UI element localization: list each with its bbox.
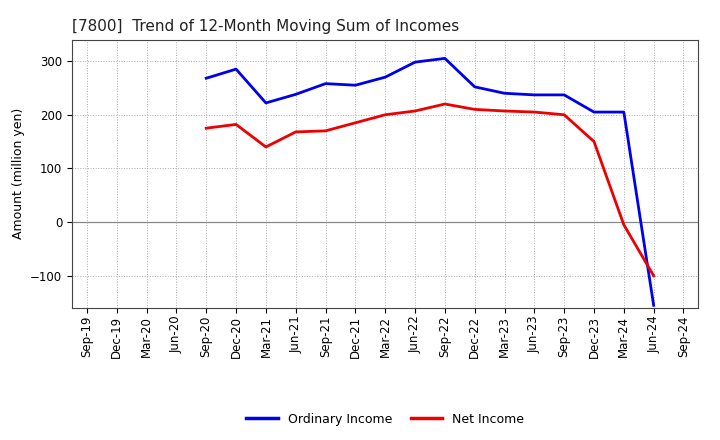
Legend: Ordinary Income, Net Income: Ordinary Income, Net Income <box>241 407 529 431</box>
Text: [7800]  Trend of 12-Month Moving Sum of Incomes: [7800] Trend of 12-Month Moving Sum of I… <box>72 19 459 34</box>
Y-axis label: Amount (million yen): Amount (million yen) <box>12 108 24 239</box>
